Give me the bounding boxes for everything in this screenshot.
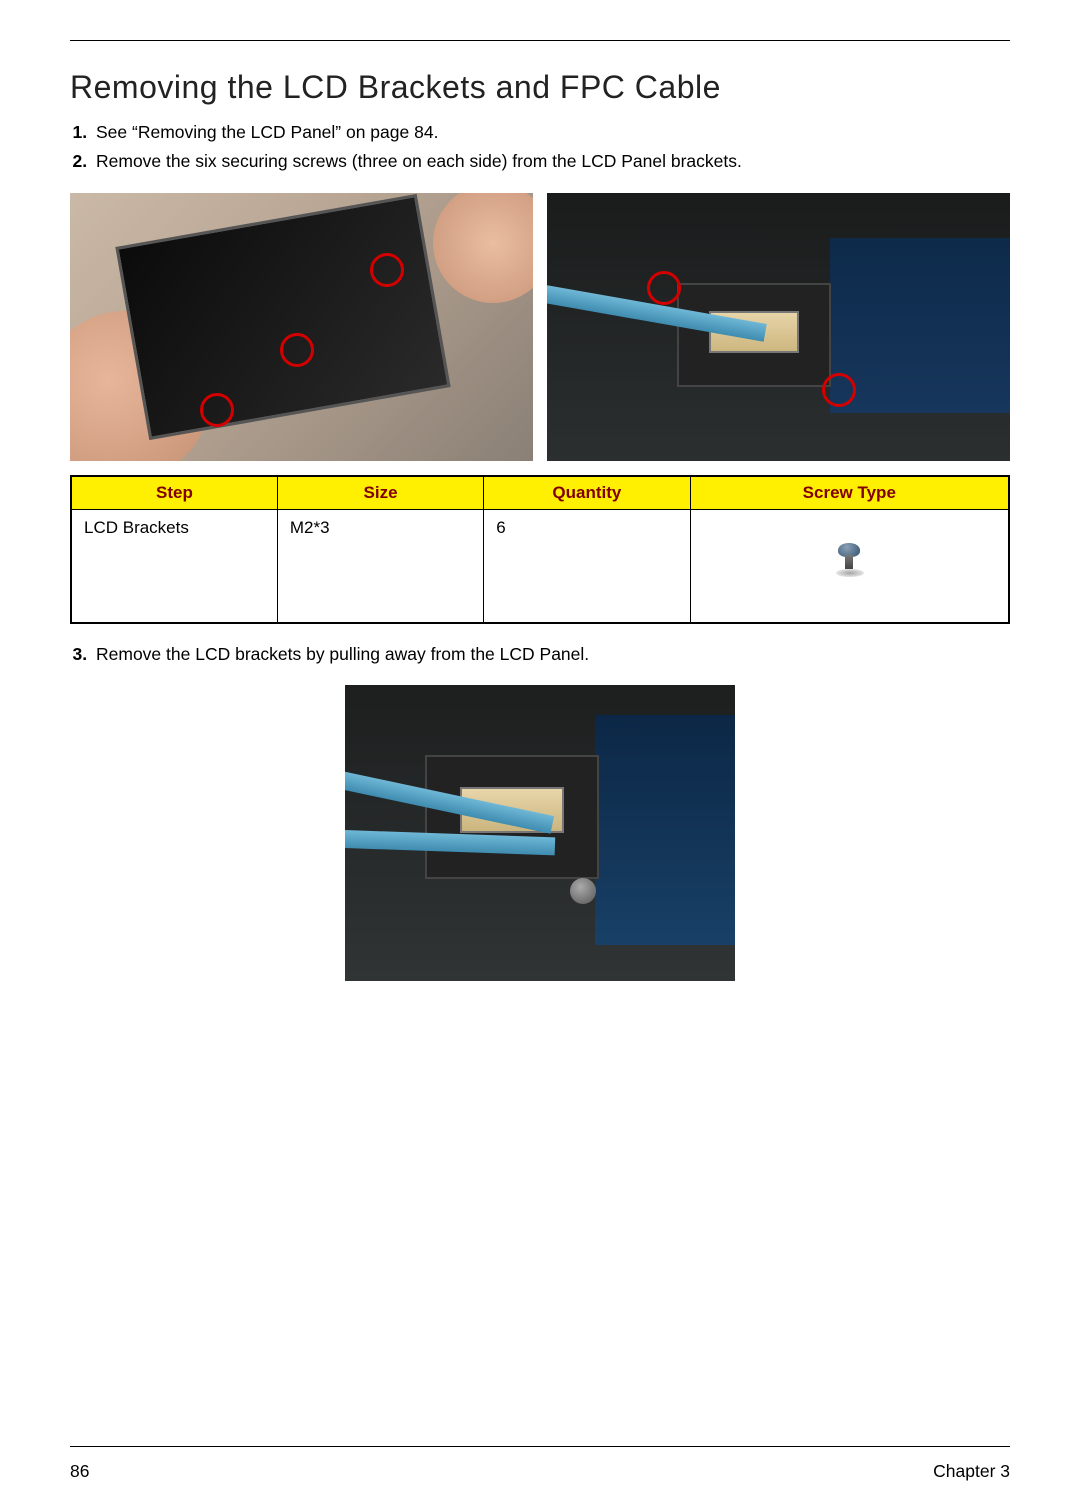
hand-icon <box>433 193 533 303</box>
red-circle-icon <box>647 271 681 305</box>
cell-size: M2*3 <box>277 509 483 623</box>
step-list-continued: Remove the LCD brackets by pulling away … <box>92 642 1010 671</box>
screw-table: Step Size Quantity Screw Type LCD Bracke… <box>70 475 1010 624</box>
step-2-text: Remove the six securing screws (three on… <box>96 151 742 171</box>
red-circle-icon <box>822 373 856 407</box>
red-circle-icon <box>370 253 404 287</box>
red-circle-icon <box>280 333 314 367</box>
cell-quantity: 6 <box>484 509 690 623</box>
page-title: Removing the LCD Brackets and FPC Cable <box>70 69 1010 106</box>
col-step: Step <box>71 476 277 510</box>
cell-screw-type <box>690 509 1009 623</box>
page-footer: 86 Chapter 3 <box>70 1446 1010 1482</box>
lcd-panel-icon <box>115 194 450 440</box>
top-rule <box>70 40 1010 41</box>
pcb-icon <box>830 238 1010 413</box>
red-circle-icon <box>200 393 234 427</box>
spacer <box>70 1006 1010 1446</box>
col-quantity: Quantity <box>484 476 690 510</box>
col-size: Size <box>277 476 483 510</box>
step-1-text: See “Removing the LCD Panel” on page 84. <box>96 122 438 142</box>
photo-center-wrap <box>70 685 1010 986</box>
pcb-icon <box>595 715 735 945</box>
table-row: LCD Brackets M2*3 6 <box>71 509 1009 623</box>
table-header-row: Step Size Quantity Screw Type <box>71 476 1009 510</box>
page-number: 86 <box>70 1461 89 1482</box>
screw-icon <box>828 543 870 583</box>
step-3-text: Remove the LCD brackets by pulling away … <box>96 644 589 664</box>
document-page: Removing the LCD Brackets and FPC Cable … <box>0 0 1080 1512</box>
step-2: Remove the six securing screws (three on… <box>92 149 1010 174</box>
col-screw-type: Screw Type <box>690 476 1009 510</box>
photo-fpc-disconnect <box>345 685 735 981</box>
cell-step: LCD Brackets <box>71 509 277 623</box>
step-list: See “Removing the LCD Panel” on page 84.… <box>92 120 1010 179</box>
photo-fpc-connector <box>547 193 1010 461</box>
photo-lcd-brackets <box>70 193 533 461</box>
chapter-label: Chapter 3 <box>933 1461 1010 1482</box>
photo-row <box>70 193 1010 461</box>
step-3: Remove the LCD brackets by pulling away … <box>92 642 1010 667</box>
step-1: See “Removing the LCD Panel” on page 84. <box>92 120 1010 145</box>
screw-head-icon <box>570 878 596 904</box>
